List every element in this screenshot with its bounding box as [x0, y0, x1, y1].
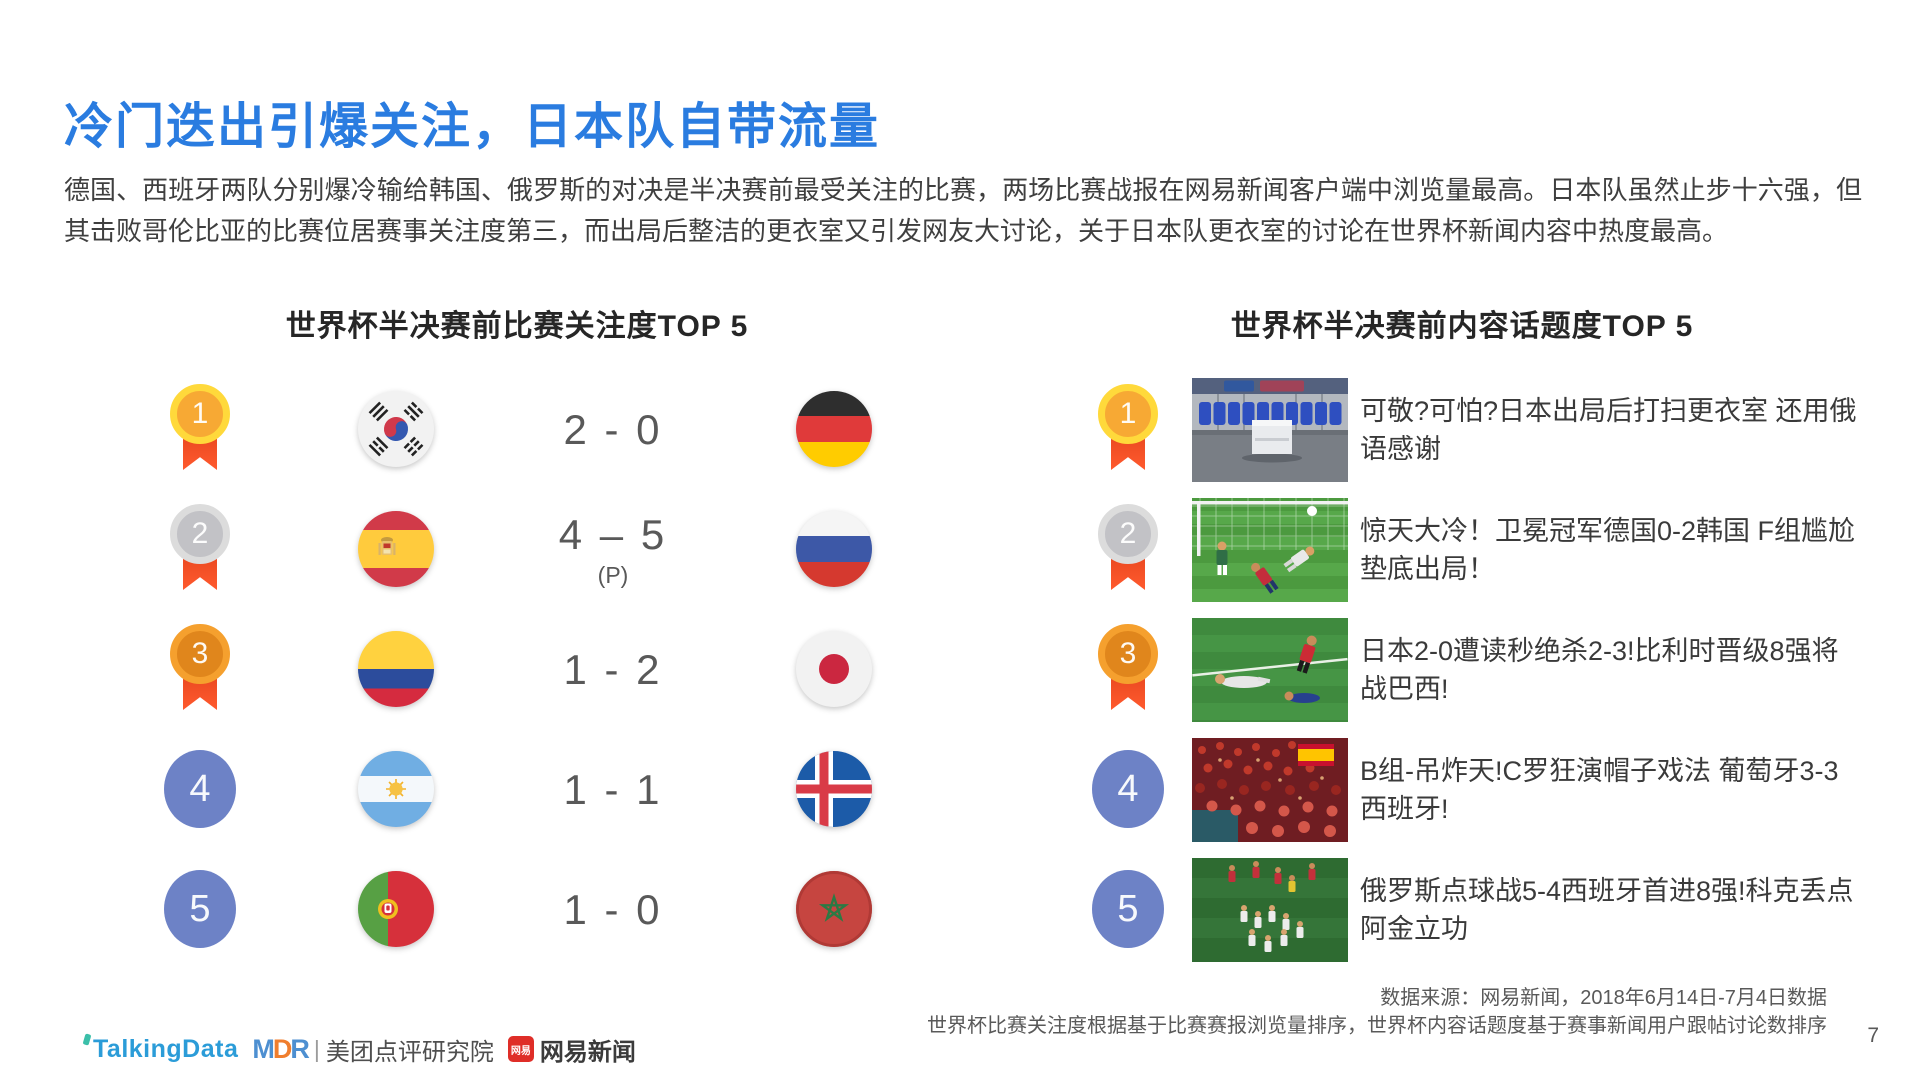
match-row-2: 2 4 – 5 (P) [0, 490, 1921, 610]
flag-portugal-icon [358, 871, 434, 947]
flag-argentina-icon [358, 751, 434, 827]
flag-morocco-icon [796, 871, 872, 947]
match-row-3: 3 1 - 2 [0, 610, 1921, 730]
page-title: 冷门迭出引爆关注，日本队自带流量 [64, 99, 881, 154]
talkingdata-tick-icon [82, 1032, 92, 1046]
data-source-notes: 数据来源：网易新闻，2018年6月14日-7月4日数据 世界杯比赛关注度根据基于… [927, 984, 1827, 1040]
match-score: 1 - 0 [563, 886, 663, 933]
flag-colombia-icon [358, 631, 434, 707]
rank-4-badge: 4 [1092, 750, 1164, 828]
topic-row-2: 2 [0, 490, 1921, 610]
source-line-2: 世界杯比赛关注度根据基于比赛赛报浏览量排序，世界杯内容话题度基于赛事新闻用户跟帖… [927, 1015, 1827, 1037]
netease-icon: 网易 [507, 1036, 534, 1062]
flag-spain-icon [358, 511, 434, 587]
flag-south-korea-icon [358, 391, 434, 467]
news-headline: B组-吊炸天!C罗狂演帽子戏法 葡萄牙3-3西班牙! [1360, 756, 1839, 824]
news-photo-locker-room [1192, 378, 1348, 482]
rank-3-medal-icon: 3 [168, 624, 232, 710]
topic-row-1: 1 可敬?可 [0, 370, 1921, 490]
rank-1-medal-icon: 1 [1096, 384, 1160, 470]
source-line-1: 数据来源：网易新闻，2018年6月14日-7月4日数据 [1380, 987, 1827, 1009]
match-score: 4 – 5 (P) [558, 511, 668, 588]
match-score: 2 - 0 [563, 406, 663, 453]
news-photo-team-celebration [1192, 858, 1348, 962]
flag-japan-icon [796, 631, 872, 707]
flag-russia-icon [796, 511, 872, 587]
right-panel-title: 世界杯半决赛前内容话题度TOP 5 [1230, 310, 1694, 343]
news-headline: 俄罗斯点球战5-4西班牙首进8强!科克丢点阿金立功 [1360, 876, 1854, 944]
rank-number: 2 [1119, 517, 1137, 550]
news-headline: 日本2-0遭读秒绝杀2-3!比利时晋级8强将战巴西! [1360, 636, 1839, 704]
news-photo-fans-crowd [1192, 738, 1348, 842]
topic-row-5: 5 俄罗斯点球战5-4西班牙首进8强!科克丢点阿金立功 [0, 850, 1921, 970]
flag-iceland-icon [796, 751, 872, 827]
topic-row-4: 4 [0, 730, 1921, 850]
rank-5-badge: 5 [164, 870, 236, 948]
rank-number: 3 [1119, 637, 1137, 670]
rank-1-medal-icon: 1 [168, 384, 232, 470]
news-headline: 惊天大冷！卫冕冠军德国0-2韩国 F组尴尬垫底出局！ [1360, 516, 1856, 584]
intro-paragraph: 德国、西班牙两队分别爆冷输给韩国、俄罗斯的对决是半决赛前最受关注的比赛，两场比赛… [64, 175, 1862, 246]
news-photo-goal-scene [1192, 498, 1348, 602]
netease-news-logo: 网易 网易新闻 [507, 1032, 636, 1067]
rank-number: 1 [1119, 397, 1137, 430]
page-number: 7 [1867, 1024, 1879, 1047]
match-row-1: 1 [0, 370, 1921, 490]
topic-row-3: 3 日本2-0遭读秒绝杀2-3!比利时晋级8强将战巴西! [0, 610, 1921, 730]
meituan-dianping-research-logo: MDR | 美团点评研究院 [252, 1033, 494, 1066]
news-photo-players-on-pitch [1192, 618, 1348, 722]
rank-2-medal-icon: 2 [168, 504, 232, 590]
rank-5-badge: 5 [1092, 870, 1164, 948]
match-row-4: 4 1 - 1 [0, 730, 1921, 850]
match-score: 1 - 1 [563, 766, 663, 813]
rank-2-medal-icon: 2 [1096, 504, 1160, 590]
rank-3-medal-icon: 3 [1096, 624, 1160, 710]
rank-number: 2 [191, 517, 209, 550]
match-score: 1 - 2 [563, 646, 663, 693]
rank-4-badge: 4 [164, 750, 236, 828]
left-panel-title: 世界杯半决赛前比赛关注度TOP 5 [285, 310, 749, 343]
footer-logos: TalkingData MDR | 美团点评研究院 网易 网易新闻 [82, 1032, 636, 1067]
news-headline: 可敬?可怕?日本出局后打扫更衣室 还用俄语感谢 [1360, 396, 1857, 464]
talkingdata-logo: TalkingData [82, 1032, 238, 1064]
flag-germany-icon [796, 391, 872, 467]
rank-number: 3 [191, 637, 209, 670]
rank-number: 1 [191, 397, 209, 430]
match-row-5: 5 1 - 0 [0, 850, 1921, 970]
